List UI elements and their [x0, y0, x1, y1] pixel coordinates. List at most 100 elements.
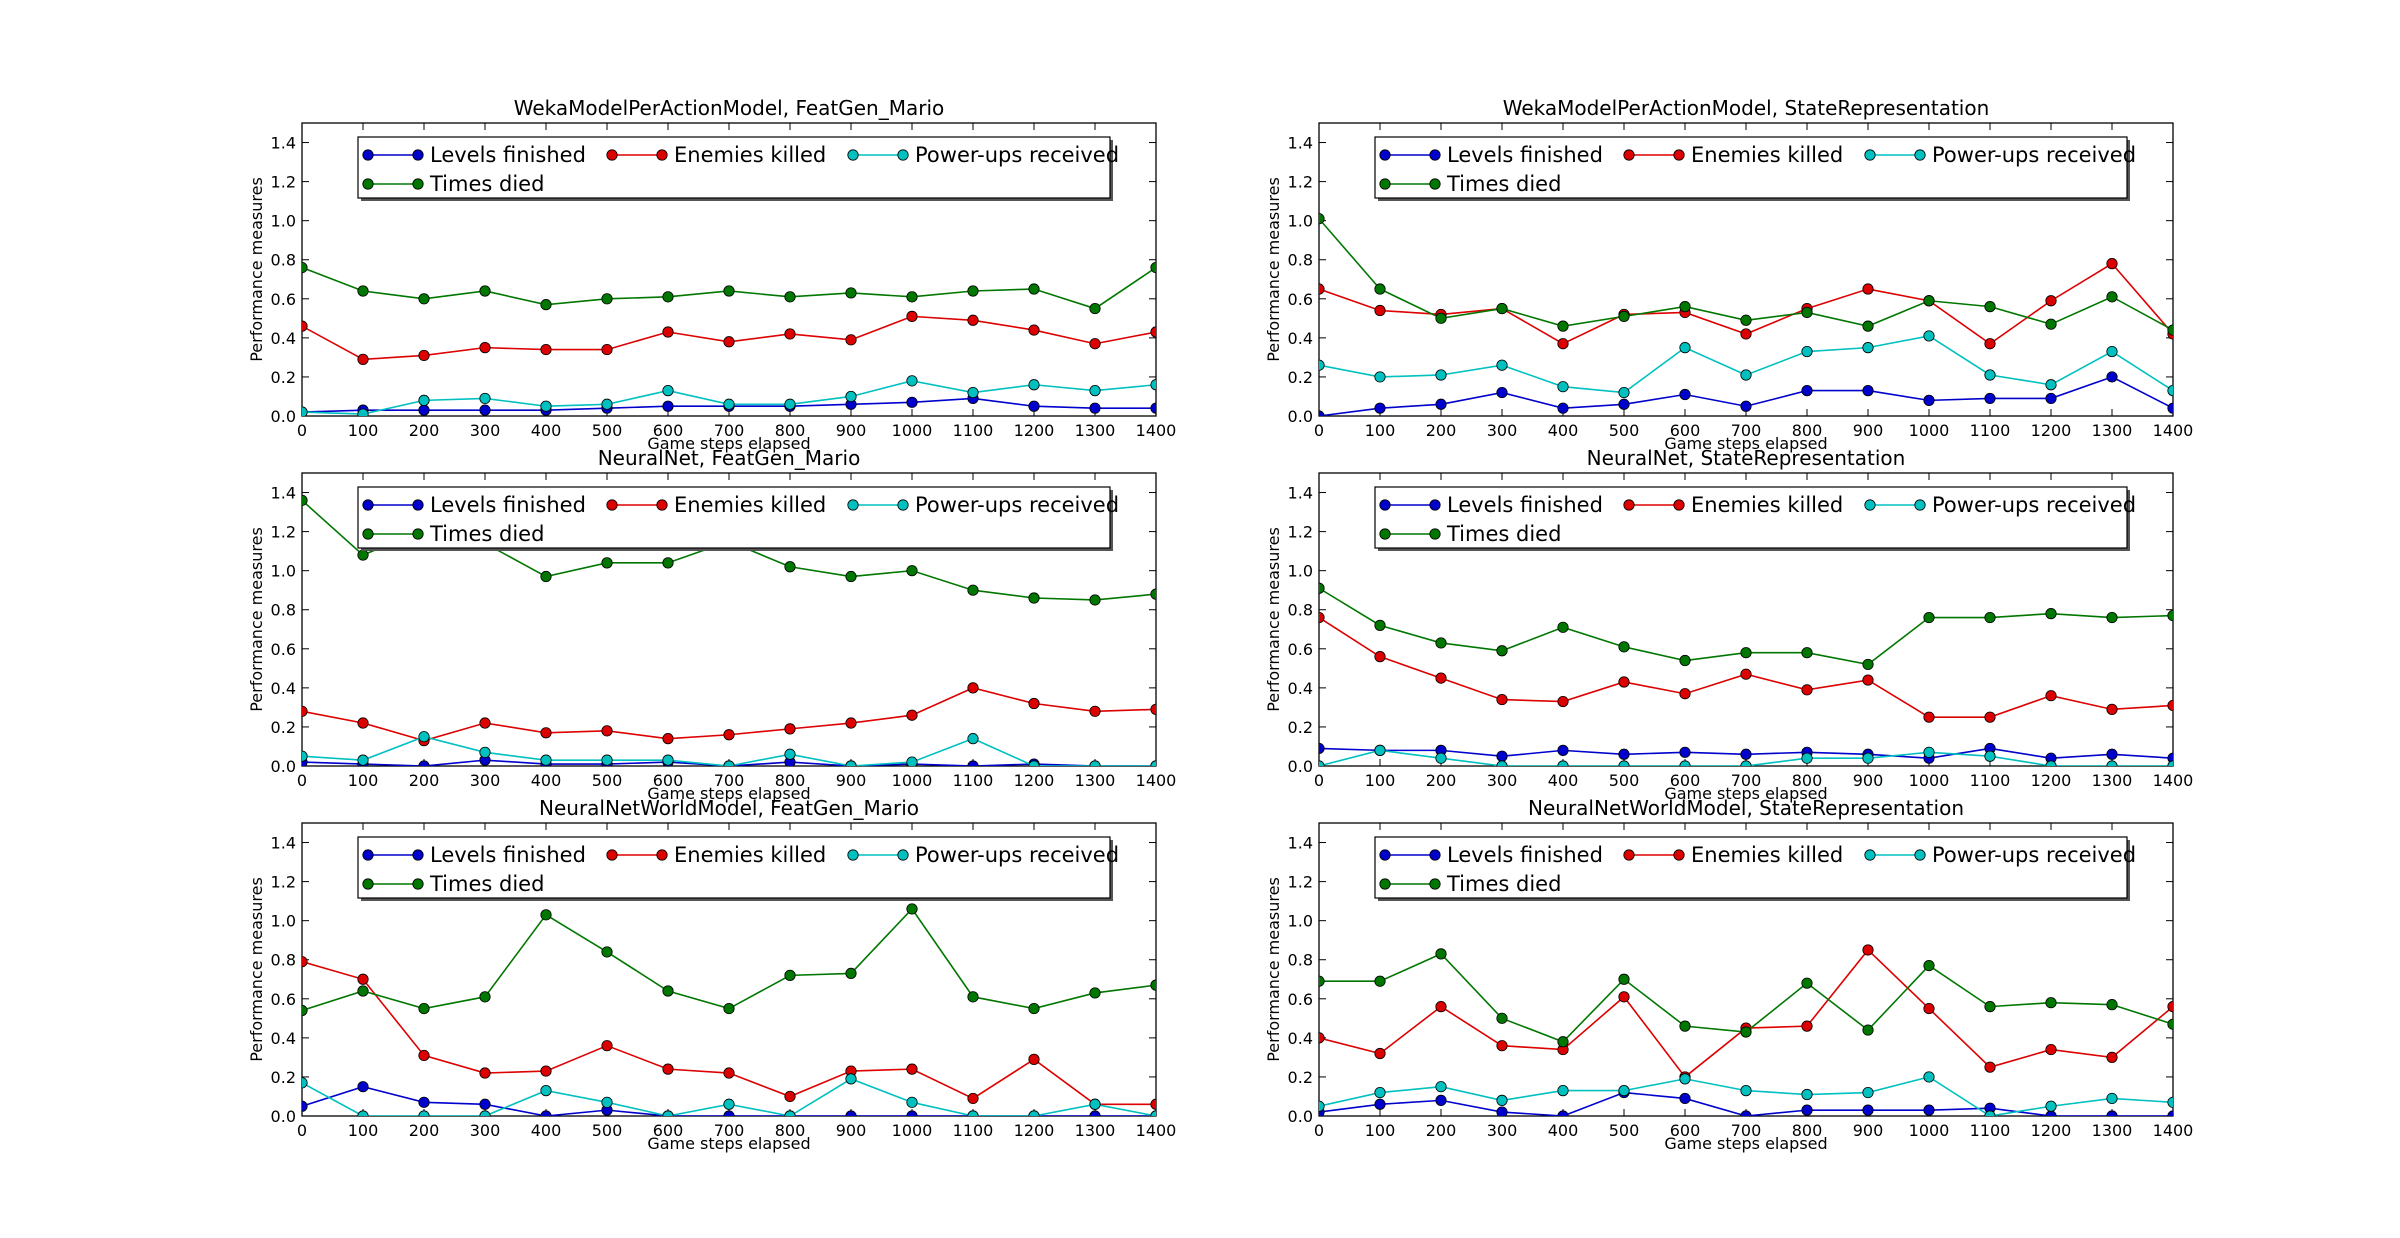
y-tick-label: 0.0 [1288, 1107, 1313, 1126]
x-tick-label: 1300 [1075, 1121, 1116, 1140]
legend-box [1374, 136, 2128, 199]
data-point-levels-finished [1740, 1110, 1752, 1116]
data-point-power-ups-received [2045, 760, 2057, 766]
y-tick-label: 1.2 [271, 873, 296, 892]
data-point-enemies-killed [1150, 1098, 1156, 1110]
legend-label: Times died [1446, 172, 1561, 196]
data-point-enemies-killed [1801, 684, 1813, 696]
data-point-times-died [357, 285, 369, 297]
y-tick-label: 1.0 [271, 912, 296, 931]
data-point-enemies-killed [540, 343, 552, 356]
x-tick-label: 400 [1548, 1121, 1579, 1140]
data-point-times-died [906, 291, 918, 303]
y-tick-label: 0.8 [1288, 251, 1313, 270]
data-point-levels-finished [2106, 371, 2118, 383]
data-point-times-died [1984, 611, 1996, 624]
data-point-enemies-killed [1435, 1001, 1447, 1013]
data-point-times-died [1319, 582, 1325, 594]
data-point-times-died [1089, 302, 1101, 315]
data-point-enemies-killed [723, 336, 735, 348]
data-point-levels-finished [1923, 394, 1935, 406]
data-point-power-ups-received [1435, 752, 1447, 764]
data-point-power-ups-received [1028, 1110, 1040, 1116]
legend-marker [1429, 878, 1441, 890]
y-tick-label: 1.4 [1288, 134, 1313, 153]
data-point-power-ups-received [1740, 760, 1752, 766]
x-tick-label: 1100 [953, 421, 994, 440]
x-tick-label: 1200 [1014, 1121, 1055, 1140]
data-point-power-ups-received [1923, 1071, 1935, 1083]
data-point-times-died [540, 909, 552, 921]
data-point-power-ups-received [1435, 1081, 1447, 1093]
legend-entry-levels-finished: Levels finished [362, 843, 586, 867]
legend-label: Times died [429, 872, 544, 896]
data-point-power-ups-received [1618, 1085, 1630, 1097]
legend-label: Power-ups received [1932, 843, 2136, 867]
data-point-power-ups-received [1740, 1085, 1752, 1097]
legend-marker [1429, 149, 1441, 161]
x-axis-label: Game steps elapsed [647, 784, 810, 803]
x-tick-label: 800 [1792, 1121, 1823, 1140]
x-tick-label: 300 [1487, 1121, 1518, 1140]
data-point-enemies-killed [1496, 693, 1508, 706]
x-tick-label: 700 [714, 421, 745, 440]
y-tick-label: 0.0 [271, 1107, 296, 1126]
legend-marker [1429, 849, 1441, 861]
legend-entry-power-ups-received: Power-ups received [847, 843, 1119, 867]
data-point-enemies-killed [418, 349, 430, 362]
legend-entry-times-died: Times died [362, 872, 544, 896]
data-point-times-died [1557, 320, 1569, 332]
data-point-levels-finished [418, 404, 430, 416]
data-point-levels-finished [357, 1081, 369, 1093]
legend-marker [897, 149, 909, 161]
y-tick-label: 0.2 [271, 368, 296, 387]
data-point-times-died [662, 985, 674, 997]
legend-entry-enemies-killed: Enemies killed [1623, 493, 1843, 517]
x-axis-label: Game steps elapsed [1664, 1134, 1827, 1153]
x-tick-label: 300 [470, 771, 501, 790]
series-line-power-ups-received [302, 735, 1156, 766]
data-point-power-ups-received [1374, 744, 1386, 756]
legend-entry-enemies-killed: Enemies killed [606, 843, 826, 867]
data-point-enemies-killed [906, 709, 918, 721]
data-point-levels-finished [1801, 1104, 1813, 1116]
y-tick-label: 0.6 [271, 290, 296, 309]
data-point-times-died [1862, 320, 1874, 332]
y-tick-label: 1.2 [271, 173, 296, 192]
y-tick-label: 0.6 [271, 990, 296, 1009]
data-point-power-ups-received [784, 748, 796, 760]
data-point-times-died [1740, 1026, 1752, 1038]
legend-entry-power-ups-received: Power-ups received [1864, 843, 2136, 867]
y-axis-label: Performance measures [247, 877, 266, 1062]
data-point-enemies-killed [1923, 1002, 1935, 1015]
data-point-power-ups-received [1984, 1110, 1996, 1116]
data-point-enemies-killed [662, 733, 674, 745]
x-tick-label: 700 [1731, 771, 1762, 790]
data-point-enemies-killed [967, 314, 979, 326]
data-point-times-died [1319, 213, 1325, 225]
data-point-power-ups-received [1374, 1086, 1386, 1099]
data-point-enemies-killed [845, 334, 857, 346]
data-point-power-ups-received [1679, 342, 1691, 354]
data-point-times-died [1089, 594, 1101, 606]
x-tick-label: 700 [1731, 1121, 1762, 1140]
y-tick-label: 1.4 [271, 134, 296, 153]
legend-entry-enemies-killed: Enemies killed [1623, 843, 1843, 867]
y-tick-label: 1.4 [1288, 484, 1313, 503]
data-point-times-died [1496, 302, 1508, 315]
data-layer [1319, 944, 2173, 1116]
data-point-power-ups-received [1557, 1085, 1569, 1097]
data-point-levels-finished [2045, 392, 2057, 405]
data-point-power-ups-received [1150, 1110, 1156, 1116]
data-point-times-died [845, 570, 857, 583]
legend-entry-levels-finished: Levels finished [1379, 143, 1603, 167]
data-point-levels-finished [1557, 744, 1569, 756]
data-point-enemies-killed [1028, 324, 1040, 336]
y-tick-label: 1.2 [1288, 173, 1313, 192]
data-point-times-died [1374, 975, 1386, 987]
data-point-times-died [906, 565, 918, 577]
data-point-times-died [2106, 291, 2118, 303]
data-point-power-ups-received [418, 1110, 430, 1116]
y-tick-label: 0.6 [1288, 990, 1313, 1009]
